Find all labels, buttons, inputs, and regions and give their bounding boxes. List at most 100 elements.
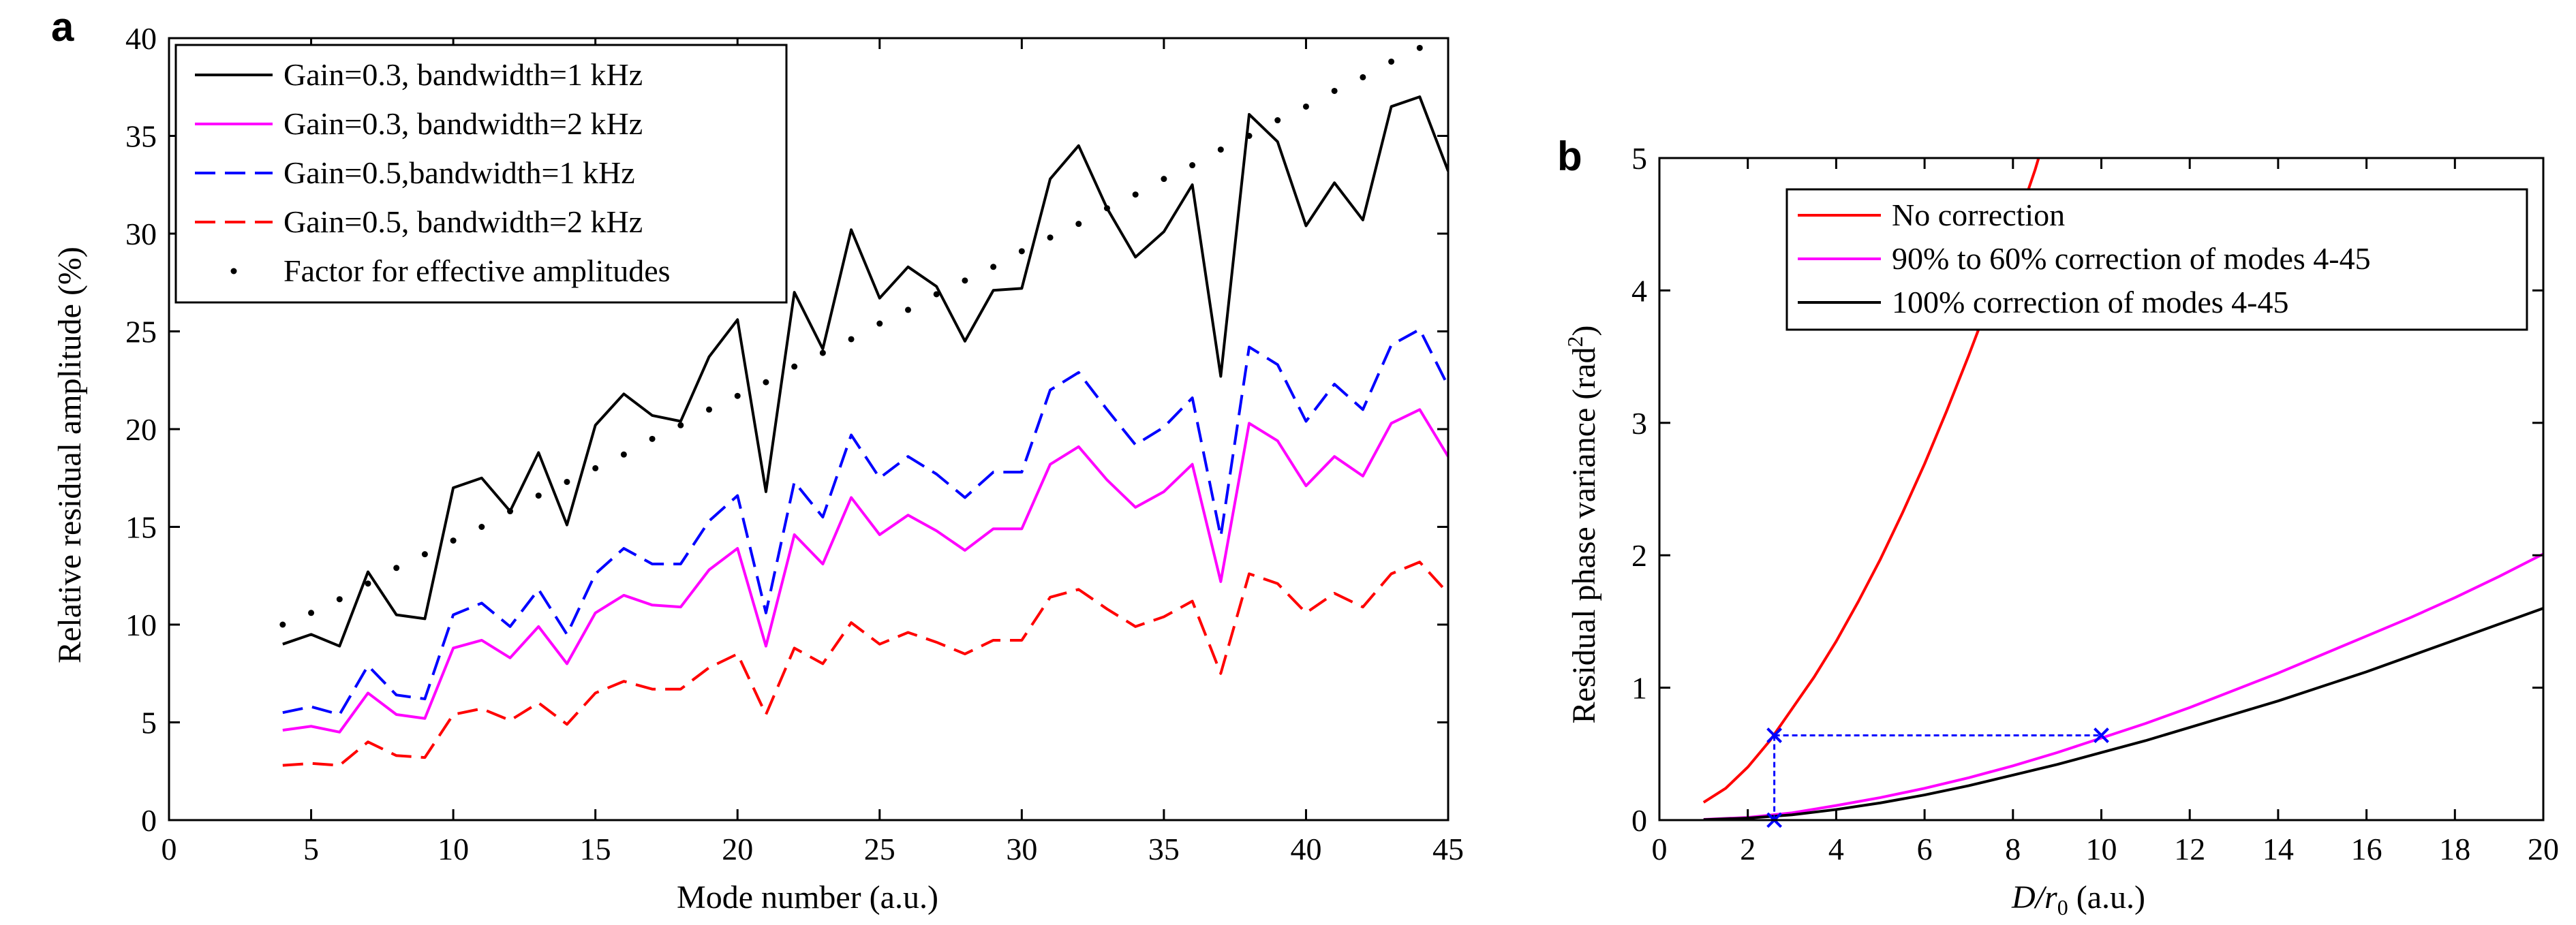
y-tick-label: 1 (1631, 671, 1647, 706)
series-4-point (592, 465, 599, 471)
series-4-point (1132, 191, 1139, 198)
y-tick-label: 25 (125, 315, 157, 349)
y-tick-label: 15 (125, 510, 157, 545)
y-tick-label: 5 (141, 706, 157, 740)
series-3-line (282, 561, 1448, 767)
series-4-point (1302, 103, 1309, 110)
panel-a-x-axis-label: Mode number (a.u.) (677, 879, 938, 915)
legend-entry: Gain=0.3, bandwidth=2 kHz (195, 106, 643, 141)
series-4-point (1246, 133, 1253, 139)
legend-entry: 100% correction of modes 4-45 (1798, 285, 2289, 319)
series-4-point (876, 320, 883, 327)
legend-entry: Gain=0.3, bandwidth=1 kHz (195, 57, 643, 92)
legend-entry: Gain=0.5,bandwidth=1 kHz (195, 155, 635, 190)
legend-entry: Factor for effective amplitudes (230, 253, 671, 288)
series-4-point (706, 406, 713, 413)
legend-box (1785, 188, 2528, 331)
panel-a-y-axis-label: Relative residual amplitude (%) (52, 247, 88, 663)
y-tick-label: 10 (125, 608, 157, 642)
legend-label: 100% correction of modes 4-45 (1892, 285, 2289, 319)
series-4-point (564, 478, 570, 485)
y-tick-label: 0 (1631, 803, 1647, 838)
x-tick-label: 4 (1828, 832, 1844, 866)
legend-box (174, 44, 788, 304)
x-tick-label: 0 (1652, 832, 1668, 866)
x-tick-label: 6 (1917, 832, 1933, 866)
series-2-line (282, 328, 1448, 717)
series-4-point (1388, 58, 1395, 65)
series-4-point (1360, 74, 1366, 80)
x-tick-label: 5 (303, 832, 319, 866)
series-4-point (1103, 205, 1110, 212)
series-4-point (1075, 221, 1082, 228)
series-4-point (1274, 117, 1281, 124)
x-tick-label: 15 (580, 832, 611, 866)
panel-b-x-axis-unit: (a.u.) (2076, 879, 2145, 915)
legend-label: 90% to 60% correction of modes 4-45 (1892, 241, 2371, 276)
panel-a-plot-area: 0 5 10 15 20 25 30 35 40 45 0 5 10 15 20 25 30 35 40 (125, 21, 1464, 866)
series-4-point (308, 610, 315, 616)
x-tick-label: 0 (162, 832, 177, 866)
x-tick-label: 20 (2528, 832, 2559, 866)
series-4-point (933, 291, 940, 298)
y-tick-label: 4 (1631, 273, 1647, 308)
series-4-point (620, 451, 627, 458)
panel-b-x-axis-subscript: 0 (2057, 895, 2068, 920)
series-4-point (1445, 29, 1452, 35)
x-tick-label: 30 (1006, 832, 1037, 866)
x-tick-label: 18 (2439, 832, 2470, 866)
series-2-line (1703, 607, 2543, 820)
series-1-line (1703, 552, 2543, 820)
y-tick-label: 2 (1631, 538, 1647, 573)
series-4-point (734, 392, 741, 399)
legend-label: No correction (1892, 198, 2065, 232)
series-4-point (677, 422, 684, 428)
series-4-point (393, 565, 400, 571)
x-tick-label: 25 (864, 832, 895, 866)
series-4-point (1217, 146, 1224, 153)
series-4-point (819, 349, 826, 356)
x-tick-label: 35 (1148, 832, 1180, 866)
y-tick-label: 35 (125, 119, 157, 154)
series-4-point (535, 492, 542, 499)
panel-a-label: a (51, 4, 74, 50)
series-4-point (1416, 44, 1423, 51)
series-4-point (990, 264, 997, 270)
series-4-point (450, 537, 457, 544)
panel-a: a 0 5 10 15 20 25 30 35 40 45 0 5 10 15 20 25 30 35 40 Mod… (51, 4, 1464, 915)
panel-b-x-axis-label: D/r0 (a.u.) (2011, 879, 2145, 920)
legend-entry: 90% to 60% correction of modes 4-45 (1798, 241, 2371, 276)
y-tick-label: 20 (125, 412, 157, 447)
panel-b-legend: No correction 90% to 60% correction of mo… (1785, 188, 2528, 331)
y-tick-label: 0 (141, 803, 157, 838)
legend-label: Factor for effective amplitudes (283, 253, 671, 288)
panel-b-y-axis-superscript: 2 (1563, 336, 1587, 347)
series-4-point (421, 551, 428, 558)
legend-label: Gain=0.3, bandwidth=1 kHz (283, 57, 643, 92)
y-tick-label: 3 (1631, 406, 1647, 441)
x-tick-label: 45 (1432, 832, 1464, 866)
legend-entry: No correction (1798, 198, 2065, 232)
x-tick-label: 14 (2263, 832, 2294, 866)
x-tick-label: 2 (1740, 832, 1755, 866)
legend-label: Gain=0.3, bandwidth=2 kHz (283, 106, 643, 141)
series-4-point (791, 363, 798, 370)
series-0-line (282, 95, 1448, 648)
series-4-point (904, 307, 911, 313)
x-tick-label: 40 (1290, 832, 1321, 866)
series-4-point (1331, 87, 1338, 94)
series-4-point (1047, 234, 1054, 241)
x-tick-label: 20 (722, 832, 753, 866)
panel-b-y-axis-label: Residual phase variance (rad2) (1563, 325, 1602, 723)
series-1-line (282, 408, 1448, 734)
y-tick-label: 30 (125, 217, 157, 251)
marker-point (2094, 727, 2109, 743)
panel-b-x-axis-variable: D/r (2011, 879, 2057, 915)
panel-a-legend: Gain=0.3, bandwidth=1 kHz Gain=0.3, bandw… (174, 44, 788, 304)
series-4-point (365, 580, 371, 587)
series-4-point (962, 277, 968, 284)
series-4-point (336, 596, 343, 603)
panel-b-label: b (1557, 134, 1582, 179)
